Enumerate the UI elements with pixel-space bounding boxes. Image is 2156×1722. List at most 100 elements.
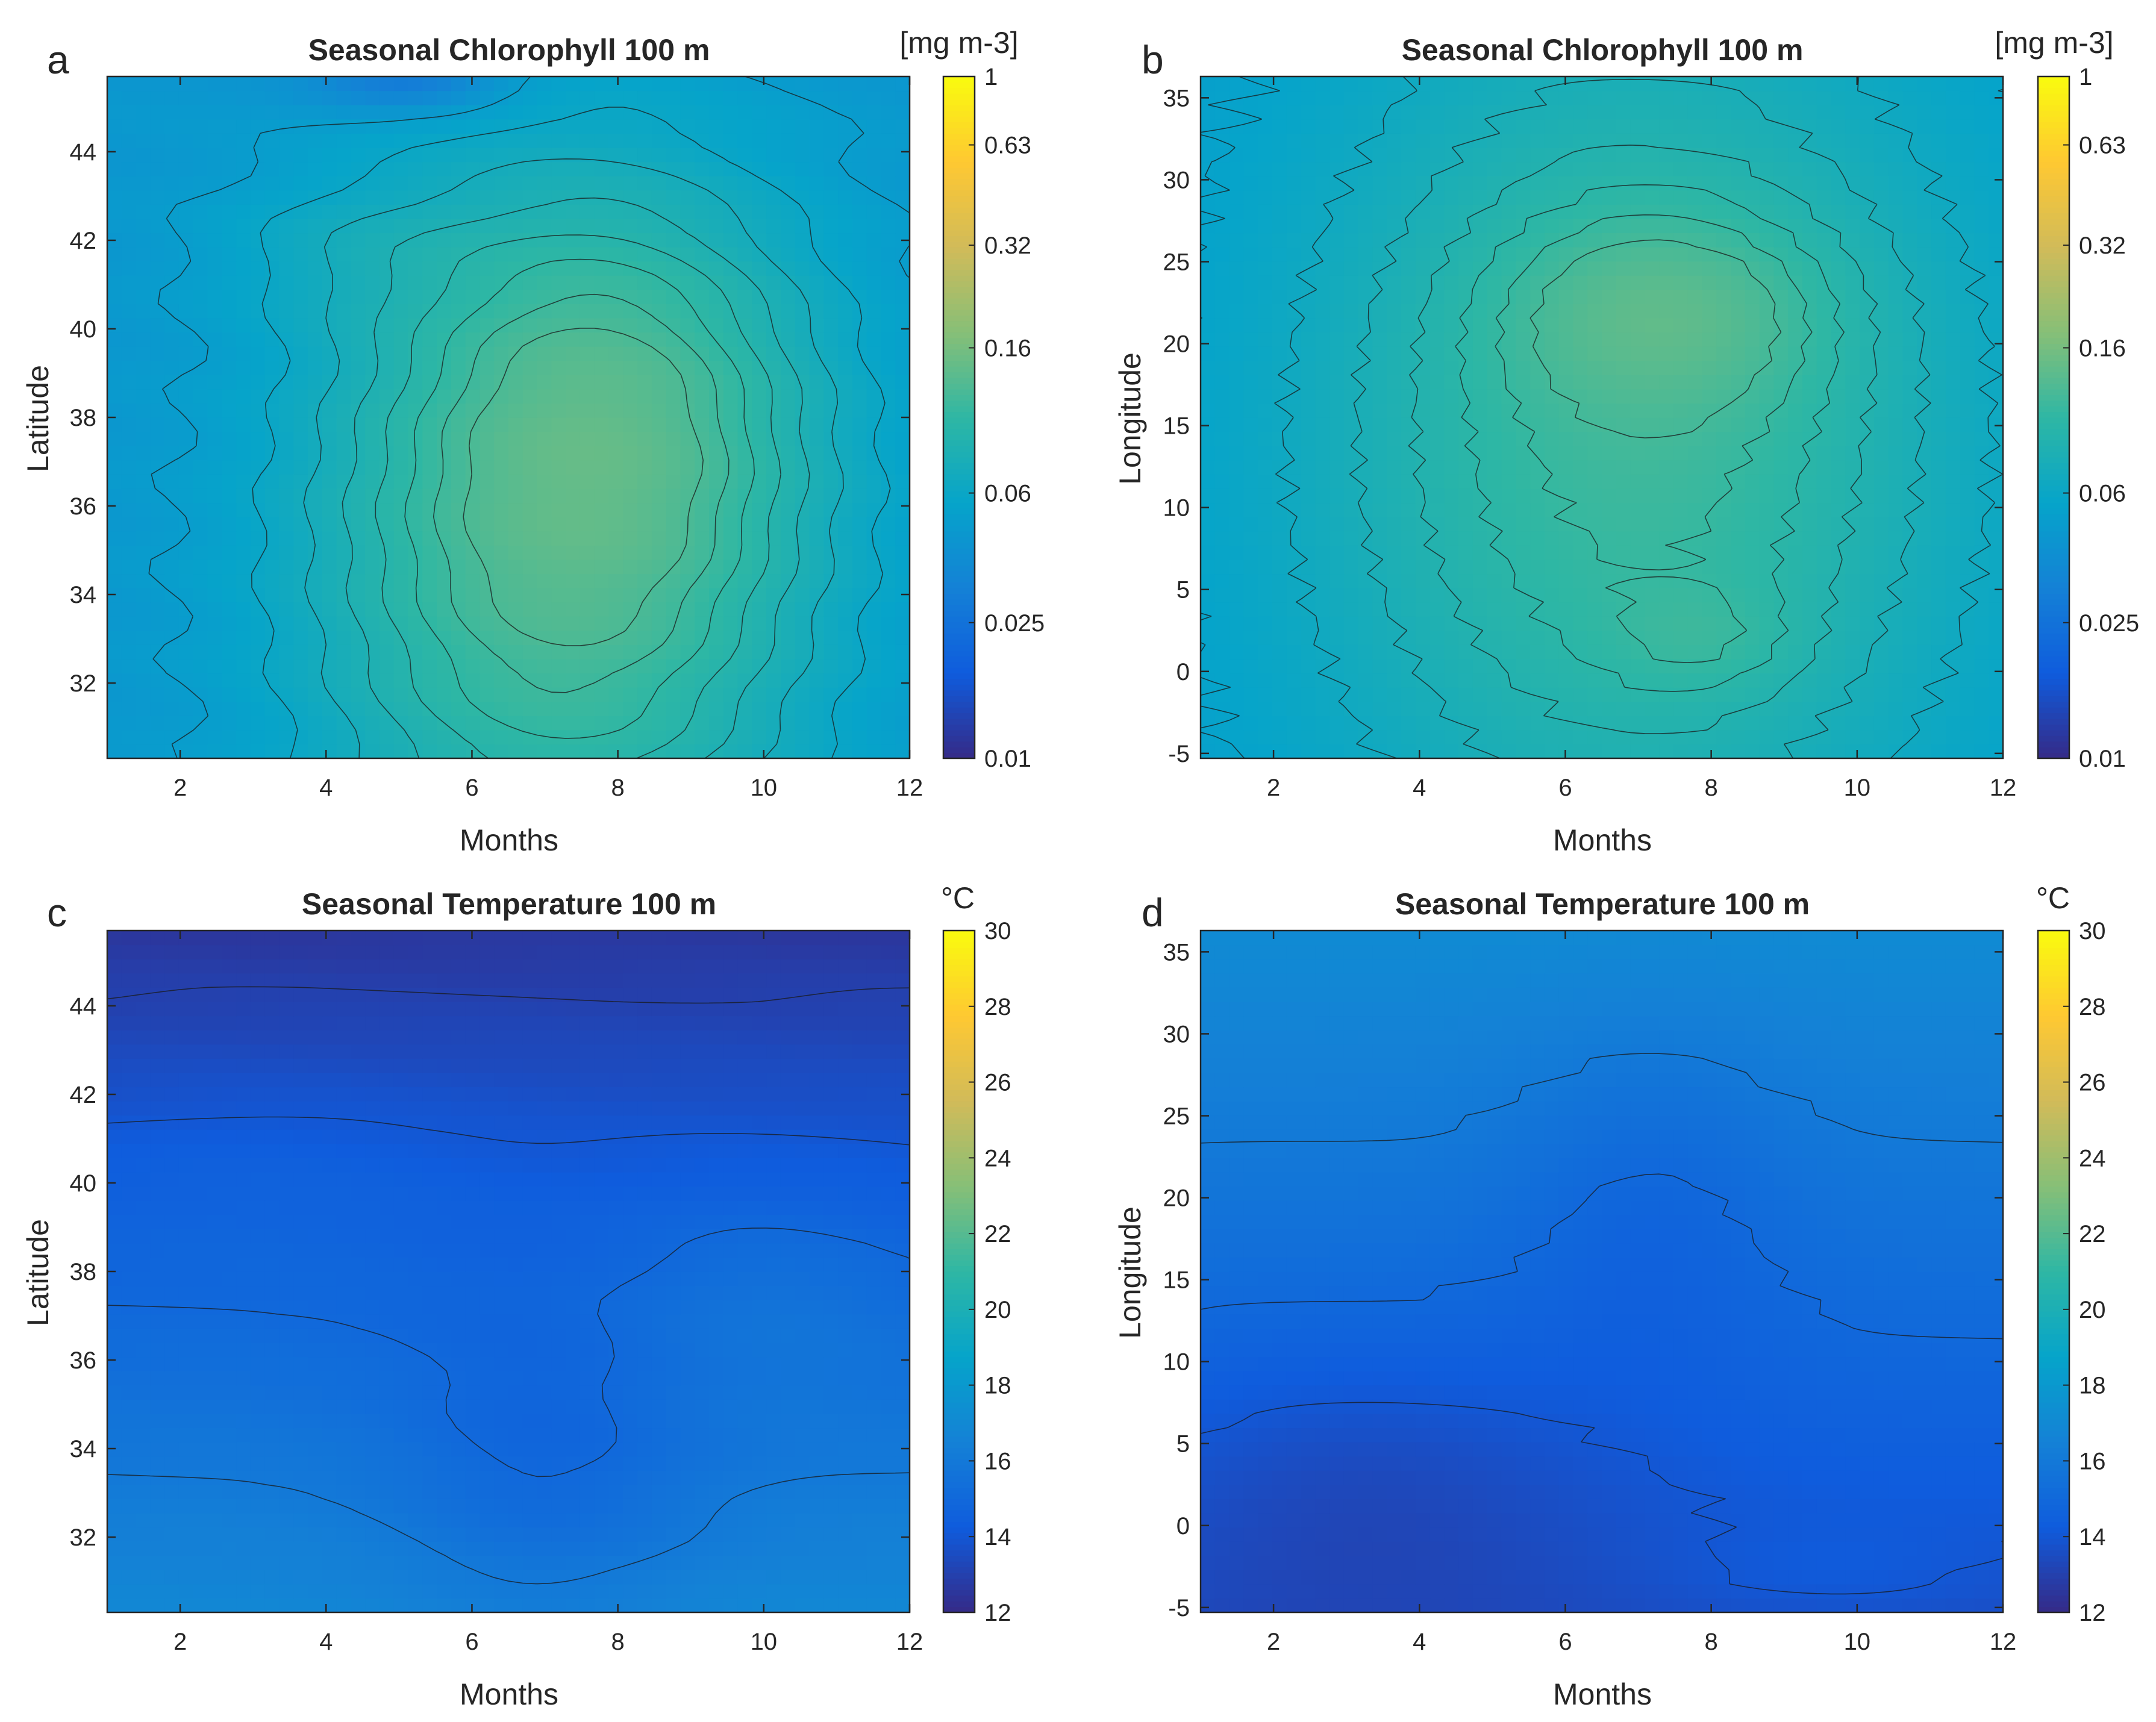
field-cell — [537, 744, 552, 759]
field-cell — [866, 317, 882, 333]
field-cell — [308, 289, 323, 304]
field-cell — [178, 716, 194, 731]
field-cell — [580, 76, 595, 92]
field-cell — [1516, 559, 1531, 575]
field-cell — [107, 644, 122, 660]
field-cell — [780, 90, 796, 105]
field-cell — [1358, 317, 1373, 333]
field-cell — [809, 488, 824, 504]
field-cell — [1630, 701, 1645, 716]
field-cell — [637, 673, 652, 688]
field-cell — [1960, 716, 1975, 731]
field-cell — [1673, 417, 1689, 432]
colorbar-segment — [943, 713, 975, 719]
field-cell — [1487, 304, 1502, 319]
field-cell — [809, 133, 824, 148]
field-cell — [637, 573, 652, 588]
colorbar-segment — [943, 298, 975, 304]
field-cell — [465, 403, 481, 418]
field-cell — [1702, 517, 1717, 532]
field-cell — [322, 204, 337, 219]
field-cell — [150, 588, 165, 603]
field-cell — [1358, 218, 1373, 234]
field-cell — [551, 630, 566, 645]
field-cell — [608, 388, 623, 404]
field-cell — [881, 716, 896, 731]
field-cell — [666, 488, 681, 504]
field-cell — [1945, 687, 1961, 702]
field-cell — [494, 431, 509, 446]
field-cell — [1917, 744, 1932, 759]
field-cell — [164, 431, 180, 446]
field-cell — [551, 559, 566, 575]
field-cell — [1558, 502, 1574, 517]
field-cell — [1558, 218, 1574, 234]
field-cell — [695, 729, 710, 745]
field-cell — [1816, 559, 1832, 575]
field-cell — [480, 275, 495, 290]
field-cell — [1387, 431, 1402, 446]
field-cell — [193, 388, 208, 404]
field-cell — [1845, 573, 1860, 588]
field-cell — [336, 261, 351, 276]
field-cell — [1602, 403, 1617, 418]
field-cell — [207, 161, 222, 176]
colorbar-segment — [943, 173, 975, 179]
field-cell — [780, 673, 796, 688]
field-cell — [780, 446, 796, 461]
field-cell — [1372, 701, 1387, 716]
field-cell — [838, 716, 853, 731]
field-cell — [121, 417, 137, 432]
field-cell — [150, 360, 165, 375]
field-cell — [623, 275, 638, 290]
field-cell — [594, 602, 610, 617]
field-cell — [551, 545, 566, 560]
field-cell — [437, 388, 452, 404]
field-cell — [437, 76, 452, 92]
field-cell — [1358, 261, 1373, 276]
field-cell — [1286, 460, 1302, 475]
field-cell — [1989, 247, 2004, 262]
field-cell — [336, 332, 351, 347]
field-cell — [222, 90, 237, 105]
field-cell — [322, 346, 337, 361]
colorbar-segment — [943, 508, 975, 514]
field-cell — [1687, 630, 1703, 645]
field-cell — [580, 644, 595, 660]
field-cell — [422, 204, 437, 219]
field-cell — [1558, 644, 1574, 660]
field-cell — [250, 90, 266, 105]
field-cell — [866, 261, 882, 276]
field-cell — [809, 289, 824, 304]
field-cell — [107, 687, 122, 702]
field-cell — [437, 729, 452, 745]
field-cell — [1516, 531, 1531, 546]
field-cell — [1645, 517, 1660, 532]
field-cell — [1888, 232, 1904, 248]
colorbar-segment — [943, 576, 975, 583]
field-cell — [1358, 375, 1373, 390]
field-cell — [1229, 502, 1244, 517]
field-cell — [594, 218, 610, 234]
field-cell — [1415, 403, 1431, 418]
field-cell — [1472, 716, 1488, 731]
field-cell — [1917, 630, 1932, 645]
field-cell — [178, 417, 194, 432]
field-cell — [193, 218, 208, 234]
field-cell — [608, 247, 623, 262]
field-cell — [1544, 417, 1560, 432]
field-cell — [1860, 446, 1875, 461]
field-cell — [1788, 545, 1803, 560]
field-cell — [264, 588, 280, 603]
field-cell — [422, 687, 437, 702]
field-cell — [451, 531, 466, 546]
field-cell — [1258, 261, 1273, 276]
field-cell — [1731, 744, 1746, 759]
field-cell — [866, 602, 882, 617]
field-cell — [1430, 403, 1445, 418]
field-cell — [1659, 388, 1674, 404]
field-cell — [780, 261, 796, 276]
field-cell — [1243, 474, 1258, 489]
colorbar-segment — [943, 638, 975, 645]
colorbar-segment — [943, 468, 975, 475]
